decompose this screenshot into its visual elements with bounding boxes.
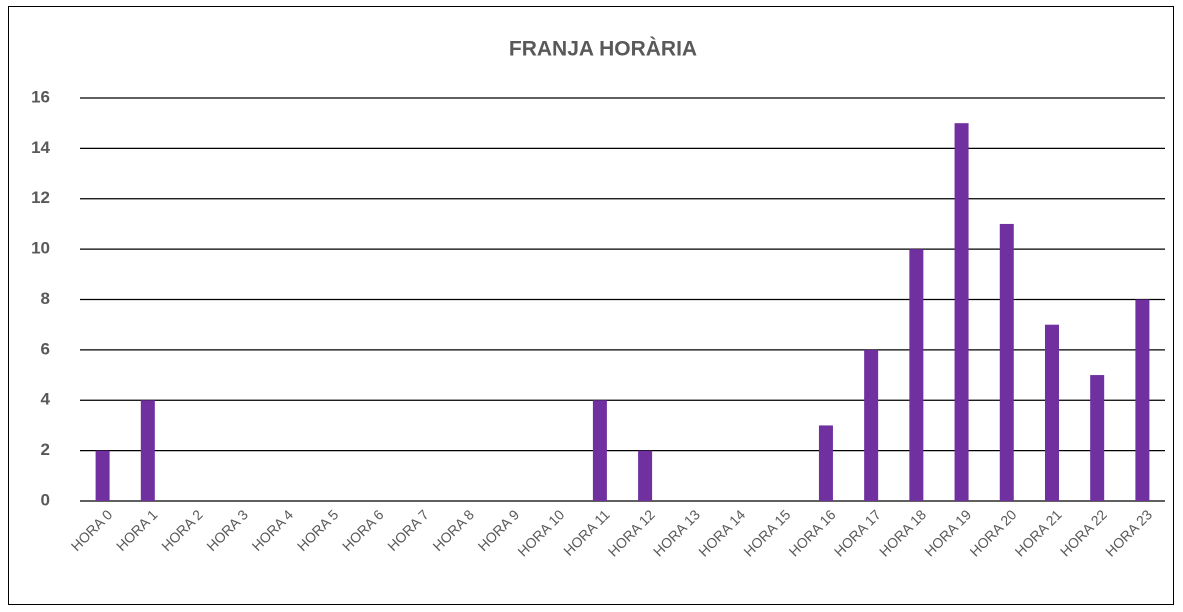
bar (140, 400, 155, 501)
bar (638, 450, 653, 501)
bar (1135, 299, 1150, 501)
y-tick-label: 12 (31, 188, 50, 207)
y-tick-label: 0 (41, 490, 50, 509)
chart-border (8, 6, 1174, 605)
y-tick-label: 10 (31, 239, 50, 258)
bar (1044, 324, 1059, 501)
y-tick-label: 8 (41, 289, 50, 308)
bar (1090, 375, 1105, 501)
y-tick-label: 16 (31, 87, 50, 106)
bar (592, 400, 607, 501)
y-tick-label: 6 (41, 339, 50, 358)
bar (864, 349, 879, 501)
chart-title: FRANJA HORÀRIA (509, 38, 697, 61)
bar (954, 123, 969, 501)
y-tick-label: 2 (41, 440, 50, 459)
bar (909, 249, 924, 501)
bar (818, 425, 833, 501)
bar (999, 223, 1014, 501)
bar (95, 450, 110, 501)
y-tick-label: 4 (41, 390, 51, 409)
y-tick-label: 14 (31, 138, 50, 157)
